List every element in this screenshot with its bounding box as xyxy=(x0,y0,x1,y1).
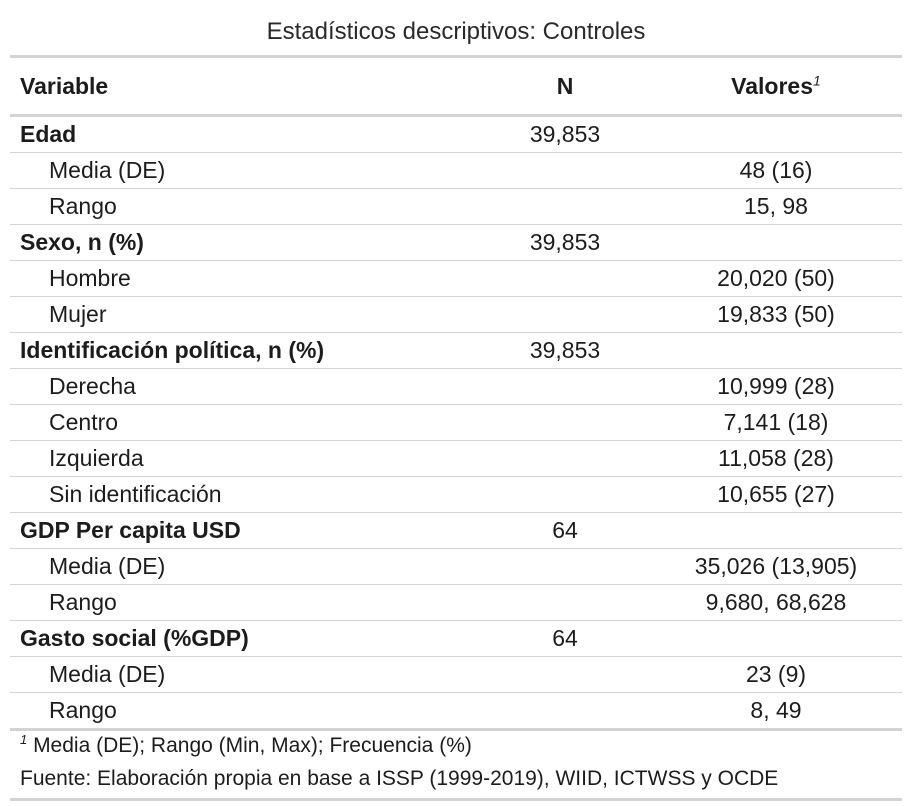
row-value: 19,833 (50) xyxy=(650,296,902,333)
row-value xyxy=(650,115,902,153)
row-n: 39,853 xyxy=(480,115,650,153)
row-n: 64 xyxy=(480,620,650,657)
row-variable: Sin identificación xyxy=(10,476,480,513)
source-note: Fuente: Elaboración propia en base a ISS… xyxy=(20,767,779,790)
descriptive-stats-table: Variable N Valores1 Edad 39,853 Media (D… xyxy=(10,55,902,731)
table-row: Edad 39,853 xyxy=(10,115,902,153)
row-variable: Media (DE) xyxy=(10,656,480,693)
row-value xyxy=(650,224,902,261)
row-variable: Mujer xyxy=(10,296,480,333)
row-variable: Media (DE) xyxy=(10,152,480,189)
footnote-mark: 1 xyxy=(20,732,28,747)
row-variable: Sexo, n (%) xyxy=(10,224,480,261)
table-row: Media (DE) 35,026 (13,905) xyxy=(10,548,902,585)
row-variable: Rango xyxy=(10,692,480,731)
row-n xyxy=(480,152,650,189)
row-n xyxy=(480,656,650,693)
table-row: Hombre 20,020 (50) xyxy=(10,260,902,297)
row-variable: Media (DE) xyxy=(10,548,480,585)
row-n xyxy=(480,368,650,405)
row-n xyxy=(480,440,650,477)
table-row: Gasto social (%GDP) 64 xyxy=(10,620,902,657)
row-value: 7,141 (18) xyxy=(650,404,902,441)
row-variable: Derecha xyxy=(10,368,480,405)
row-n xyxy=(480,404,650,441)
footnote-text: Media (DE); Rango (Min, Max); Frecuencia… xyxy=(27,734,472,757)
header-row: Variable N Valores1 xyxy=(10,55,902,117)
row-value xyxy=(650,512,902,549)
row-value: 35,026 (13,905) xyxy=(650,548,902,585)
table-row: Centro 7,141 (18) xyxy=(10,404,902,441)
row-variable: Izquierda xyxy=(10,440,480,477)
table-row: GDP Per capita USD 64 xyxy=(10,512,902,549)
row-n xyxy=(480,584,650,621)
row-value: 23 (9) xyxy=(650,656,902,693)
row-n: 64 xyxy=(480,512,650,549)
table-row: Sexo, n (%) 39,853 xyxy=(10,224,902,261)
row-value: 20,020 (50) xyxy=(650,260,902,297)
table-body: Edad 39,853 Media (DE) 48 (16) Rango 15,… xyxy=(10,115,902,731)
row-n xyxy=(480,188,650,225)
row-variable: Rango xyxy=(10,584,480,621)
row-n xyxy=(480,296,650,333)
header-values: Valores1 xyxy=(650,55,902,117)
header-n: N xyxy=(480,55,650,117)
table-row: Media (DE) 48 (16) xyxy=(10,152,902,189)
row-variable: Centro xyxy=(10,404,480,441)
header-values-label: Valores xyxy=(731,72,814,99)
table-row: Media (DE) 23 (9) xyxy=(10,656,902,693)
table-row: Derecha 10,999 (28) xyxy=(10,368,902,405)
table-row: Identificación política, n (%) 39,853 xyxy=(10,332,902,369)
row-value xyxy=(650,332,902,369)
row-variable: Gasto social (%GDP) xyxy=(10,620,480,657)
table-row: Mujer 19,833 (50) xyxy=(10,296,902,333)
table-title: Estadísticos descriptivos: Controles xyxy=(266,18,646,45)
row-value: 10,655 (27) xyxy=(650,476,902,513)
row-variable: Hombre xyxy=(10,260,480,297)
header-variable: Variable xyxy=(10,55,480,117)
row-value: 8, 49 xyxy=(650,692,902,731)
row-n: 39,853 xyxy=(480,332,650,369)
row-variable: Identificación política, n (%) xyxy=(10,332,480,369)
row-n xyxy=(480,548,650,585)
table-row: Sin identificación 10,655 (27) xyxy=(10,476,902,513)
row-n xyxy=(480,260,650,297)
table-row: Rango 9,680, 68,628 xyxy=(10,584,902,621)
row-variable: Rango xyxy=(10,188,480,225)
row-value xyxy=(650,620,902,657)
table-row: Rango 8, 49 xyxy=(10,692,902,731)
row-variable: Edad xyxy=(10,115,480,153)
row-value: 10,999 (28) xyxy=(650,368,902,405)
row-value: 9,680, 68,628 xyxy=(650,584,902,621)
header-footnote-mark: 1 xyxy=(813,71,821,88)
footnote: 1 Media (DE); Rango (Min, Max); Frecuenc… xyxy=(20,732,900,758)
bottom-rule xyxy=(10,798,902,801)
table-row: Rango 15, 98 xyxy=(10,188,902,225)
row-n xyxy=(480,692,650,731)
row-n: 39,853 xyxy=(480,224,650,261)
row-value: 48 (16) xyxy=(650,152,902,189)
row-value: 15, 98 xyxy=(650,188,902,225)
table-row: Izquierda 11,058 (28) xyxy=(10,440,902,477)
row-variable: GDP Per capita USD xyxy=(10,512,480,549)
row-n xyxy=(480,476,650,513)
row-value: 11,058 (28) xyxy=(650,440,902,477)
